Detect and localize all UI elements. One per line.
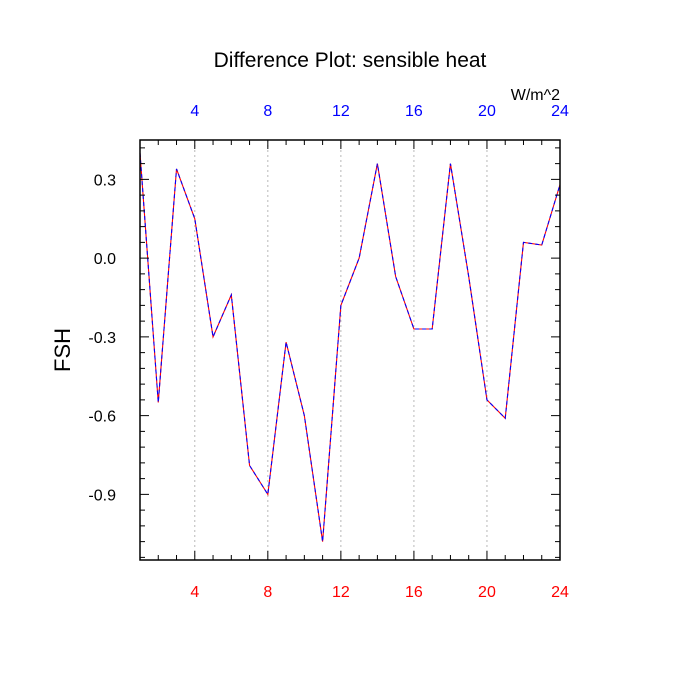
x-tick-label-top: 8 [263,103,272,120]
x-tick-label-bottom: 12 [332,584,350,601]
series-layer [139,153,561,542]
plot-frame [139,139,561,561]
x-tick-label-bottom: 20 [478,584,496,601]
y-tick-label: 0.0 [94,251,116,268]
x-tick-label-bottom: 16 [405,584,423,601]
x-tick-label-top: 20 [478,103,496,120]
y-tick-label: -0.9 [88,487,116,504]
y-tick-label: -0.3 [88,330,116,347]
y-axis-title: FSH [50,328,75,372]
series-line-blue [139,153,561,542]
x-tick-label-bottom: 8 [263,584,272,601]
x-tick-label-top: 16 [405,103,423,120]
x-tick-label-bottom: 4 [190,584,199,601]
chart-title: Difference Plot: sensible heat [214,49,487,72]
x-tick-label-top: 4 [190,103,199,120]
y-tick-label: 0.3 [94,172,116,189]
x-tick-label-top: 24 [551,103,569,120]
units-label: W/m^2 [511,87,560,104]
x-tick-label-top: 12 [332,103,350,120]
y-tick-label: -0.6 [88,409,116,426]
x-tick-label-bottom: 24 [551,584,569,601]
axis-layer: 4 4 8 8 12 12 16 16 20 20 24 24 0.3 0.0 -0.3 -0.6 -0.9 [88,103,569,601]
